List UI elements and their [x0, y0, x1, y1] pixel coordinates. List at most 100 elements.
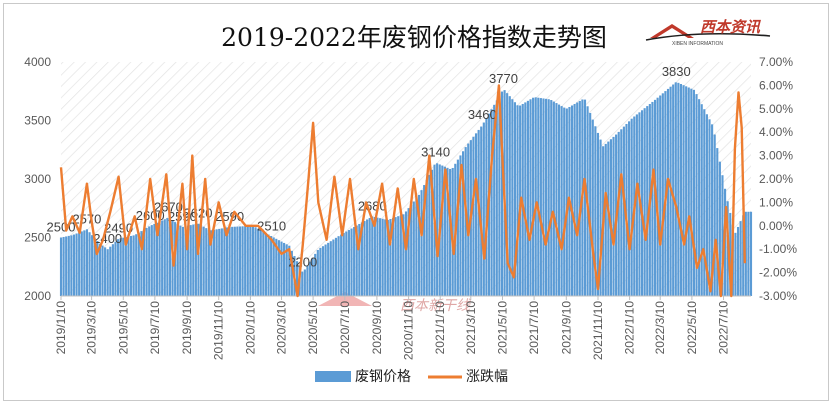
x-axis-tick-label: 2020/5/10 — [306, 301, 320, 355]
price-bar — [420, 190, 423, 296]
price-bar — [264, 233, 267, 296]
price-bar — [288, 245, 291, 296]
price-bar — [677, 82, 680, 296]
price-bar — [742, 215, 745, 296]
x-axis-tick-label: 2021/9/10 — [559, 301, 573, 355]
price-bar — [236, 226, 239, 296]
price-bar — [428, 174, 431, 296]
price-bar — [384, 219, 387, 296]
x-axis-tick-label: 2020/9/10 — [370, 301, 384, 355]
price-bar — [394, 217, 397, 296]
price-bar — [570, 105, 574, 297]
price-bar — [589, 112, 592, 297]
price-bar — [651, 101, 654, 296]
price-bar — [500, 91, 504, 296]
price-bar — [379, 218, 382, 296]
price-bar — [251, 225, 255, 296]
price-bar — [625, 123, 628, 296]
price-bar — [744, 211, 747, 296]
price-bar — [472, 136, 475, 296]
price-bar — [534, 97, 537, 296]
price-bar — [635, 114, 638, 296]
price-bar — [386, 219, 389, 296]
price-bar — [163, 219, 166, 296]
price-bar — [371, 216, 374, 296]
left-axis-ticks: 2000 2500 3000 3500 4000 — [24, 55, 51, 303]
price-bar — [350, 228, 353, 296]
price-bar — [314, 253, 317, 296]
price-bar — [72, 234, 76, 296]
price-bar — [101, 245, 104, 296]
price-bar — [557, 104, 561, 296]
price-bar — [620, 129, 623, 296]
price-bar — [700, 104, 703, 296]
price-bar — [747, 211, 750, 296]
price-bar — [59, 237, 63, 296]
price-bar — [698, 99, 701, 297]
price-bar — [96, 241, 99, 296]
price-bar — [718, 161, 721, 296]
price-bar — [257, 228, 260, 296]
price-bar — [319, 247, 322, 296]
price-bar — [692, 89, 695, 296]
price-bar — [262, 231, 265, 296]
right-axis-tick-label: 6.00% — [759, 78, 793, 92]
price-bar — [474, 133, 478, 296]
price-annotation: 2620 — [184, 206, 213, 221]
x-axis-tick-label: 2022/1/10 — [623, 301, 637, 355]
price-bar — [661, 93, 664, 296]
price-bar — [381, 218, 384, 296]
price-bar — [532, 97, 535, 296]
price-annotation: 2600 — [136, 208, 165, 223]
price-bar — [407, 208, 410, 296]
price-bar — [65, 236, 68, 296]
price-bar — [184, 226, 187, 296]
price-annotation: 2680 — [358, 198, 387, 213]
price-bar — [410, 204, 413, 296]
price-bar — [511, 99, 514, 296]
x-axis-tick-label: 2022/7/10 — [717, 301, 731, 355]
price-bar — [404, 211, 408, 296]
price-bar — [137, 232, 140, 296]
price-bar — [355, 225, 358, 296]
price-bar — [524, 102, 527, 297]
price-bar — [220, 228, 223, 296]
price-bar — [78, 232, 81, 296]
change-line — [59, 84, 746, 298]
price-bar — [622, 126, 625, 296]
x-axis-tick-label: 2019/1/10 — [54, 301, 68, 355]
price-bar — [215, 229, 218, 296]
price-bar — [285, 244, 288, 296]
price-bar — [736, 226, 740, 296]
price-bar — [337, 236, 340, 296]
price-bar — [576, 102, 579, 296]
price-bar — [467, 143, 470, 296]
price-bar — [114, 241, 117, 296]
price-bar — [233, 226, 236, 296]
price-bar — [449, 168, 452, 296]
price-bar — [716, 148, 719, 296]
price-bar — [516, 105, 519, 296]
price-bar — [672, 84, 675, 297]
price-bar — [205, 228, 208, 296]
legend-bar-swatch — [315, 371, 351, 382]
price-bar — [464, 147, 467, 296]
price-bar — [617, 131, 620, 296]
price-bar — [552, 101, 555, 296]
price-bar — [225, 227, 229, 296]
price-bar — [329, 241, 332, 296]
price-bar — [194, 223, 197, 296]
x-axis-tick-label: 2019/7/10 — [148, 301, 162, 355]
left-axis-tick-label: 3500 — [24, 114, 51, 128]
legend-line-label: 涨跌幅 — [466, 369, 508, 385]
price-bar — [646, 106, 649, 296]
price-bars — [59, 82, 753, 297]
price-bar — [153, 223, 156, 296]
price-bar — [708, 119, 711, 296]
price-bar — [545, 98, 548, 296]
x-axis-tick-label: 2019/3/10 — [85, 301, 99, 355]
price-bar — [690, 88, 693, 297]
left-axis-tick-label: 3000 — [24, 172, 51, 186]
x-axis-ticks: 2019/1/10 2019/3/10 2019/5/10 2019/7/10 2019… — [54, 296, 731, 360]
price-bar — [734, 232, 737, 296]
